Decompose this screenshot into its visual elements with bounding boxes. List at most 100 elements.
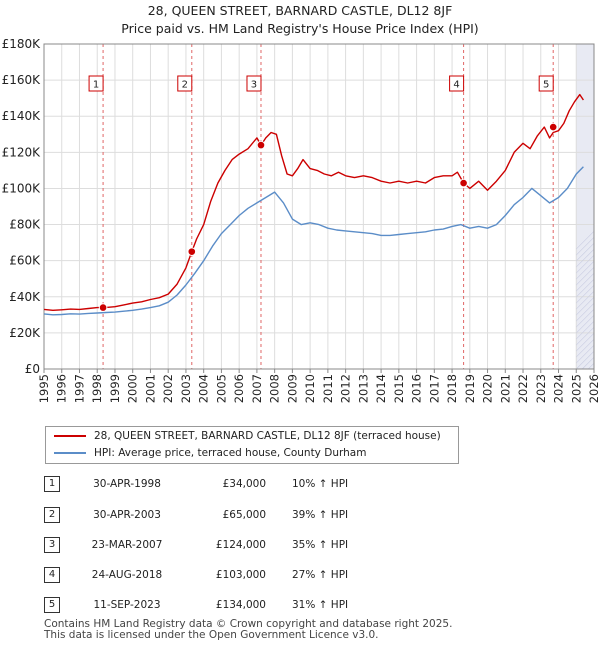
sale-number-badge: 1: [44, 476, 60, 492]
x-tick-label: 2003: [179, 374, 193, 403]
x-tick-label: 2013: [356, 374, 370, 403]
x-tick-label: 2000: [126, 374, 140, 403]
legend: 28, QUEEN STREET, BARNARD CASTLE, DL12 8…: [45, 426, 459, 464]
chart-title-block: 28, QUEEN STREET, BARNARD CASTLE, DL12 8…: [0, 2, 600, 38]
sale-date: 23-MAR-2007: [91, 539, 163, 551]
sale-row: 4 24-AUG-2018 £103,000 27% ↑ HPI: [44, 567, 424, 583]
x-tick-label: 2019: [463, 374, 477, 403]
sale-annotation: 2: [177, 75, 193, 92]
sale-annotation-label: 1: [93, 80, 99, 91]
y-tick-label: £40K: [9, 290, 41, 304]
sale-price: £103,000: [215, 569, 266, 581]
legend-item-property: 28, QUEEN STREET, BARNARD CASTLE, DL12 8…: [54, 428, 441, 444]
x-tick-label: 1997: [72, 374, 86, 403]
sale-annotation: 5: [538, 75, 554, 92]
x-tick-label: 2008: [268, 374, 282, 403]
sale-date: 30-APR-1998: [93, 478, 161, 490]
sale-annotation-box: [538, 75, 554, 92]
sale-annotation-label: 4: [453, 80, 459, 91]
forecast-hatch: [576, 296, 594, 316]
sale-annotation-label: 3: [251, 80, 257, 91]
sale-number-badge: 2: [44, 507, 60, 523]
sale-number-badge: 3: [44, 537, 60, 553]
sale-annotation-box: [246, 75, 262, 92]
sale-hpi-change: 31% ↑ HPI: [292, 599, 349, 611]
footer: Contains HM Land Registry data © Crown c…: [44, 619, 452, 641]
x-tick-label: 2022: [516, 374, 530, 403]
x-tick-label: 2004: [197, 374, 211, 403]
x-tick-label: 2025: [569, 374, 583, 403]
sale-number-badge: 4: [44, 567, 60, 583]
sale-date: 24-AUG-2018: [91, 569, 163, 581]
y-tick-label: £20K: [9, 326, 41, 340]
sale-annotation-label: 5: [543, 80, 549, 91]
x-tick-label: 2016: [410, 374, 424, 403]
sale-annotation: 3: [246, 75, 262, 92]
forecast-hatch: [576, 302, 594, 322]
y-tick-label: £180K: [2, 37, 42, 51]
x-tick-label: 2026: [587, 374, 600, 403]
x-tick-label: 2006: [232, 374, 246, 403]
sale-annotation-box: [449, 75, 465, 92]
sale-date: 30-APR-2003: [93, 509, 161, 521]
legend-label-hpi: HPI: Average price, terraced house, Coun…: [94, 447, 367, 459]
x-tick-label: 2007: [250, 374, 264, 403]
price-chart: 1 2 3 4 5 £0 £20K £40K £60K £80K £100K £120K £140K £1…: [2, 37, 600, 403]
y-tick-label: £0: [25, 362, 40, 376]
y-tick-label: £160K: [2, 73, 42, 87]
x-tick-label: 2001: [143, 374, 157, 403]
plot-border: [43, 43, 595, 370]
legend-swatch-hpi: [54, 452, 86, 454]
sale-date: 11-SEP-2023: [93, 599, 161, 611]
x-tick-label: 1998: [90, 374, 104, 403]
sale-point: [256, 140, 266, 150]
chart-subtitle: Price paid vs. HM Land Registry's House …: [121, 21, 479, 36]
sale-annotation-box: [88, 75, 104, 92]
legend-label-property: 28, QUEEN STREET, BARNARD CASTLE, DL12 8…: [94, 430, 441, 442]
x-tick-label: 2002: [161, 374, 175, 403]
sale-hpi-change: 27% ↑ HPI: [292, 569, 349, 581]
sale-row: 5 11-SEP-2023 £134,000 31% ↑ HPI: [44, 597, 424, 613]
forecast-hatch: [594, 44, 600, 369]
legend-item-hpi: HPI: Average price, terraced house, Coun…: [54, 445, 366, 461]
x-tick-label: 2015: [392, 374, 406, 403]
footer-copyright: Contains HM Land Registry data © Crown c…: [44, 618, 453, 630]
series-line-hpi: [43, 166, 584, 316]
x-tick-label: 2010: [303, 374, 317, 403]
x-tick-label: 2005: [214, 374, 228, 403]
sale-hpi-change: 35% ↑ HPI: [292, 539, 349, 551]
x-tick-label: 2012: [339, 374, 353, 403]
x-tick-label: 2009: [285, 374, 299, 403]
sale-price: £65,000: [222, 509, 266, 521]
x-tick-label: 1999: [108, 374, 122, 403]
chart-title: 28, QUEEN STREET, BARNARD CASTLE, DL12 8…: [147, 3, 453, 18]
sale-hpi-change: 10% ↑ HPI: [292, 478, 349, 490]
sale-point: [187, 247, 197, 256]
y-tick-label: £140K: [2, 109, 42, 123]
x-tick-label: 2020: [481, 374, 495, 403]
plot-area: [44, 44, 594, 369]
y-tick-label: £80K: [9, 218, 41, 232]
x-tick-label: 2024: [552, 374, 566, 403]
x-tick-label: 1996: [55, 374, 69, 403]
x-tick-label: 2021: [498, 374, 512, 403]
x-tick-label: 1995: [37, 374, 51, 403]
sale-annotation: 1: [88, 75, 104, 92]
sale-row: 3 23-MAR-2007 £124,000 35% ↑ HPI: [44, 537, 424, 553]
x-tick-label: 2017: [427, 374, 441, 403]
sale-annotation-box: [177, 75, 193, 92]
sale-price: £134,000: [215, 599, 266, 611]
sale-point: [548, 122, 558, 132]
sale-annotation-label: 2: [182, 80, 188, 91]
x-tick-label: 2011: [321, 374, 335, 403]
sale-row: 1 30-APR-1998 £34,000 10% ↑ HPI: [44, 476, 424, 492]
sale-price: £124,000: [215, 539, 266, 551]
x-tick-label: 2023: [534, 374, 548, 403]
legend-swatch-property: [54, 435, 86, 437]
sale-annotation: 4: [449, 75, 465, 92]
sale-row: 2 30-APR-2003 £65,000 39% ↑ HPI: [44, 507, 424, 523]
forecast-region: [576, 44, 594, 369]
sale-number-badge: 5: [44, 597, 60, 613]
sale-point: [98, 303, 108, 312]
sale-hpi-change: 39% ↑ HPI: [292, 509, 349, 521]
